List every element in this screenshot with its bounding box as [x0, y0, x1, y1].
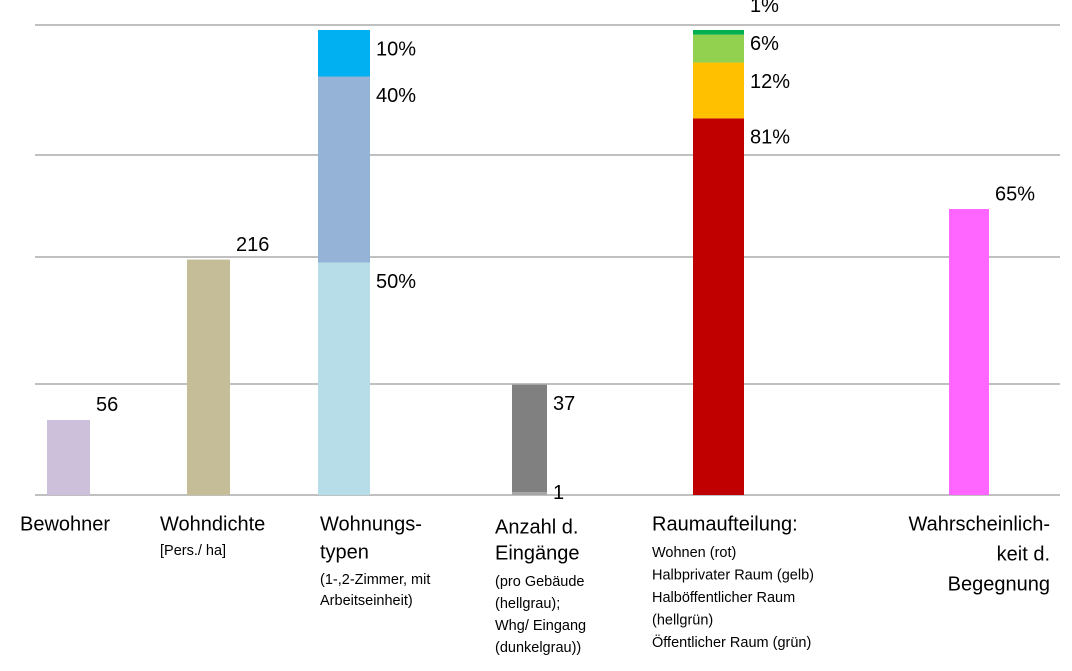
category-label: Raumaufteilung: [652, 513, 798, 535]
value-label: 65% [995, 183, 1035, 205]
value-label: 1% [750, 0, 779, 17]
bar-segment [318, 76, 370, 263]
bar-segment [949, 209, 989, 495]
category-note: Wohnen (rot) [652, 545, 736, 561]
bar-segment [512, 492, 547, 495]
value-label: 50% [376, 271, 416, 293]
value-label: 1 [553, 482, 564, 504]
bar-segment [187, 259, 230, 495]
category-note: Arbeitseinheit) [320, 593, 413, 609]
category-label: Bewohner [20, 513, 110, 535]
category-note: (dunkelgrau)) [495, 640, 581, 656]
value-label: 40% [376, 85, 416, 107]
category-note: Whg/ Eingang [495, 618, 586, 634]
category-label: Begegnung [948, 573, 1050, 595]
category-label: Anzahl d. [495, 516, 578, 538]
value-label: 6% [750, 33, 779, 55]
category-note: [Pers./ ha] [160, 543, 226, 559]
category-note: (hellgrün) [652, 612, 713, 628]
value-label: 37 [553, 393, 575, 415]
value-label: 81% [750, 127, 790, 149]
bar-segment [693, 30, 744, 35]
category-note: Öffentlicher Raum (grün) [652, 633, 811, 651]
value-label: 10% [376, 38, 416, 60]
bar-segment [318, 30, 370, 77]
value-label: 56 [96, 394, 118, 416]
bar-segment [693, 34, 744, 63]
category-note: (1-,2-Zimmer, mit [320, 572, 430, 588]
category-note: Halbprivater Raum (gelb) [652, 567, 814, 583]
category-label: Wohndichte [160, 513, 265, 535]
bar-segment [512, 384, 547, 493]
category-label: Eingänge [495, 542, 580, 564]
bar-segment [318, 262, 370, 495]
bar-segment [47, 419, 90, 495]
category-note: (pro Gebäude [495, 574, 584, 590]
category-note: Halböffentlicher Raum [652, 590, 795, 606]
category-label: typen [320, 541, 369, 563]
value-label: 216 [236, 234, 269, 256]
bar-segment [693, 62, 744, 119]
category-label: Wahrscheinlich- [908, 513, 1050, 535]
category-label: keit d. [997, 543, 1050, 565]
category-label: Wohnungs- [320, 513, 422, 535]
value-label: 12% [750, 71, 790, 93]
bar-segment [693, 118, 744, 495]
category-note: (hellgrau); [495, 596, 560, 612]
